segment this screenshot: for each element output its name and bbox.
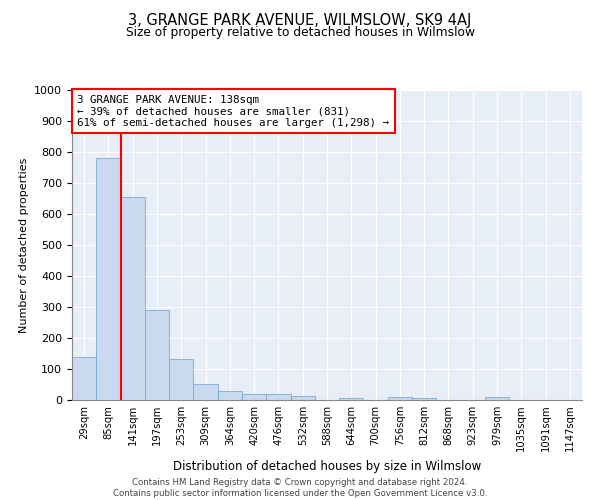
Text: 3 GRANGE PARK AVENUE: 138sqm
← 39% of detached houses are smaller (831)
61% of s: 3 GRANGE PARK AVENUE: 138sqm ← 39% of de…: [77, 94, 389, 128]
Bar: [412, 398, 436, 400]
Bar: [290, 396, 315, 400]
Bar: [339, 398, 364, 400]
Text: Size of property relative to detached houses in Wilmslow: Size of property relative to detached ho…: [125, 26, 475, 39]
Bar: [169, 359, 193, 400]
Text: Contains HM Land Registry data © Crown copyright and database right 2024.
Contai: Contains HM Land Registry data © Crown c…: [113, 478, 487, 498]
Bar: [388, 396, 412, 400]
Bar: [96, 158, 121, 400]
Bar: [242, 394, 266, 400]
X-axis label: Distribution of detached houses by size in Wilmslow: Distribution of detached houses by size …: [173, 460, 481, 473]
Y-axis label: Number of detached properties: Number of detached properties: [19, 158, 29, 332]
Bar: [121, 197, 145, 400]
Bar: [145, 310, 169, 400]
Text: 3, GRANGE PARK AVENUE, WILMSLOW, SK9 4AJ: 3, GRANGE PARK AVENUE, WILMSLOW, SK9 4AJ: [128, 12, 472, 28]
Bar: [218, 392, 242, 400]
Bar: [72, 356, 96, 400]
Bar: [485, 397, 509, 400]
Bar: [193, 384, 218, 400]
Bar: [266, 394, 290, 400]
